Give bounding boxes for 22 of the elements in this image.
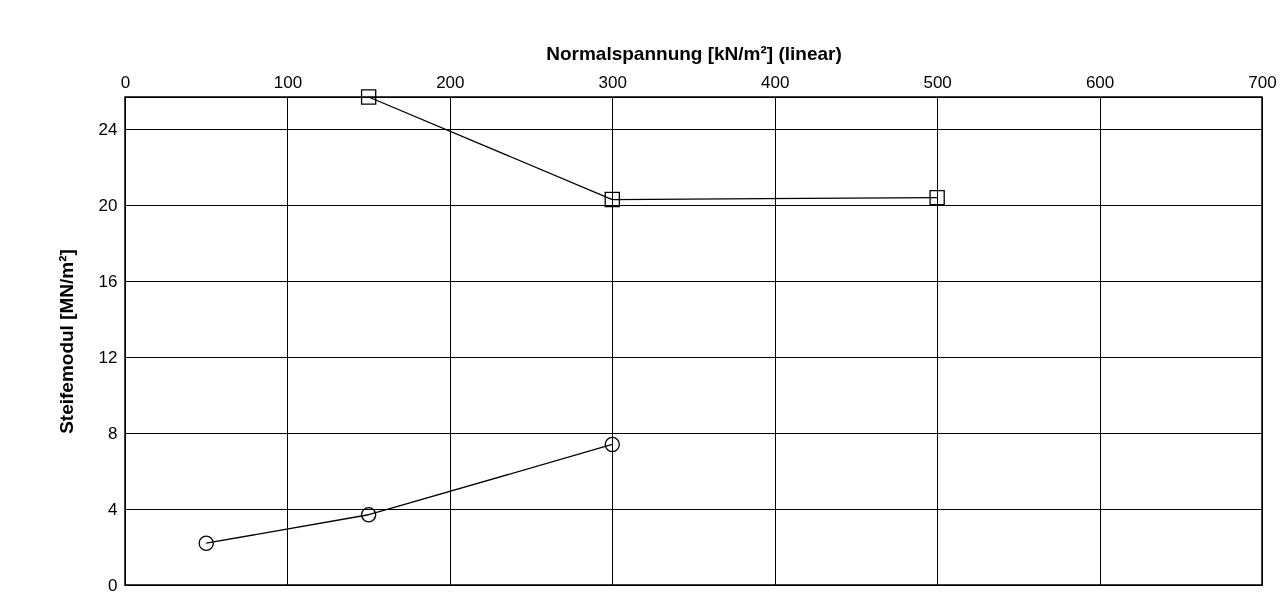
x-tick-label: 200 [436,72,465,92]
y-tick-label: 4 [108,499,118,519]
y-tick-label: 8 [108,423,118,443]
point [360,89,377,105]
x-tick-label: 400 [761,72,790,92]
point [604,436,621,453]
x-tick-label: 500 [923,72,952,92]
x-tick-label: 300 [598,72,627,92]
x-axis-title: Normalspannung [kN/m²] (linear) [546,42,842,64]
x-tick-label: 600 [1085,72,1115,92]
point [198,535,214,551]
x-tick-label: 100 [273,72,303,92]
y-tick-label: 24 [98,119,118,139]
y-tick-label: 16 [98,271,118,291]
point [929,189,945,206]
y-axis-title: Steifemodul [MN/m²] [55,249,77,434]
y-tick-label: 12 [98,347,118,367]
x-tick-label: 700 [1248,72,1277,92]
point [360,507,377,523]
y-tick-label: 0 [108,575,118,592]
y-tick-label: 20 [98,195,118,215]
point [604,191,621,208]
